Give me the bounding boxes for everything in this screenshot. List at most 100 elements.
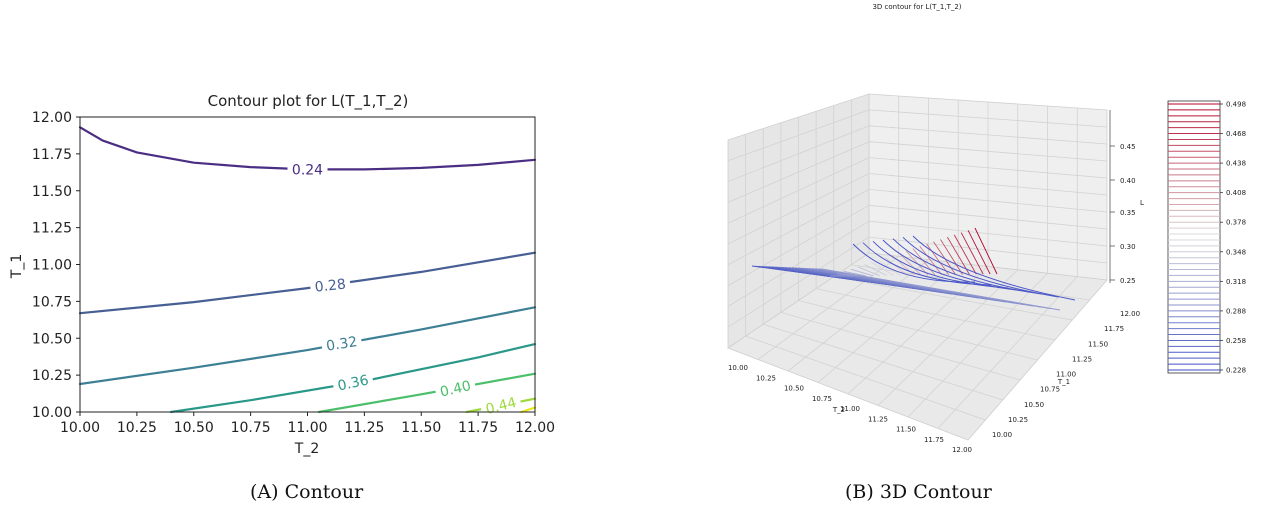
contour3d-line <box>864 264 887 276</box>
contour3d-title: 3D contour for L(T_1,T_2) <box>872 3 961 11</box>
x3d-tick-label: 10.25 <box>756 374 776 382</box>
contour3d-line <box>919 246 943 276</box>
contour3d-line <box>953 234 977 275</box>
contour3d-line <box>850 268 873 277</box>
gridline <box>868 125 1108 145</box>
y-tick-label: 10.50 <box>32 331 72 347</box>
contour-line-edge <box>520 406 537 414</box>
x-tick-label: 10.00 <box>60 420 100 436</box>
contour3d-line <box>857 266 880 277</box>
gridline <box>798 300 1038 361</box>
colorbar-tick-label: 0.408 <box>1226 189 1246 197</box>
contour3d-line <box>852 243 976 283</box>
caption-a: (A) Contour <box>250 481 364 503</box>
gridline <box>868 204 1108 230</box>
contour3d-line <box>878 259 901 276</box>
y3d-tick-label: 10.75 <box>1040 386 1060 394</box>
contour3d-z-ticks: 0.25 0.30 0.35 0.40 0.45 <box>1109 110 1136 285</box>
x3d-tick-label: 10.75 <box>812 395 832 403</box>
contour3d-line <box>940 239 963 275</box>
x-tick-label: 10.25 <box>117 420 157 436</box>
z3d-tick-label: 0.30 <box>1120 243 1136 251</box>
contour-lines <box>78 126 537 414</box>
x-tick-label: 11.75 <box>458 420 498 436</box>
gridline <box>868 173 1108 196</box>
colorbar-tick-label: 0.288 <box>1226 307 1246 315</box>
x-tick-label: 10.50 <box>174 420 214 436</box>
gridline <box>727 173 870 245</box>
y-tick-label: 10.75 <box>32 294 72 310</box>
contour-label: 0.36 <box>336 372 370 394</box>
contour-line-0.24 <box>78 126 537 171</box>
contour-y-ticks: 10.00 10.25 10.50 10.75 11.00 11.25 11.50 11.75… <box>32 110 80 421</box>
y3d-tick-label: 10.50 <box>1024 401 1044 409</box>
contour-label-background <box>287 160 328 179</box>
x3d-tick-label: 11.00 <box>840 405 860 413</box>
x3d-tick-label: 11.50 <box>896 426 916 434</box>
colorbar: 0.498 0.468 0.438 0.408 0.378 0.348 0.318 0.288… <box>1167 100 1246 375</box>
contour-plot-frame <box>79 116 536 413</box>
y3d-tick-label: 11.50 <box>1088 340 1108 348</box>
gridline <box>868 141 1108 162</box>
y3d-tick-label: 10.00 <box>992 431 1012 439</box>
contour-label: 0.24 <box>292 162 323 178</box>
contour3d-line <box>884 257 908 276</box>
contour-title: Contour plot for L(T_1,T_2) <box>208 92 409 111</box>
contour-x-ticks: 10.00 10.25 10.50 10.75 11.00 11.25 11.50 11.75… <box>60 412 555 436</box>
colorbar-tick-label: 0.378 <box>1226 219 1246 227</box>
contour-line-0.28 <box>78 251 537 315</box>
contour3d-y-axis-label: T_1 <box>1057 378 1070 386</box>
z3d-tick-label: 0.40 <box>1120 177 1136 185</box>
gridline <box>868 189 1108 213</box>
colorbar-tick-label: 0.228 <box>1226 367 1246 375</box>
contour-x-axis-label: T_2 <box>294 441 319 457</box>
contour-figure: Contour plot for L(T_1,T_2) 10.00 10.25 10… <box>9 92 555 457</box>
gridline <box>727 125 870 182</box>
contour3d-line <box>967 230 991 275</box>
x3d-tick-label: 10.50 <box>784 385 804 393</box>
contour3d-line <box>905 250 929 276</box>
x-tick-label: 10.75 <box>231 420 271 436</box>
contour3d-floor-pane <box>727 252 1108 441</box>
x3d-tick-label: 11.25 <box>868 415 888 423</box>
gridline <box>727 220 870 307</box>
contour3d-line <box>946 236 970 275</box>
gridline <box>727 189 870 266</box>
contour3d-line <box>960 232 984 275</box>
contour3d-gridlines <box>727 96 1108 429</box>
x3d-tick-label: 11.75 <box>924 436 944 444</box>
y-tick-label: 11.00 <box>32 258 72 274</box>
contour-label-background <box>331 369 375 396</box>
contour3d-line <box>882 239 1026 292</box>
y3d-tick-label: 11.00 <box>1056 371 1076 379</box>
contour-line-0.40 <box>317 372 537 414</box>
y3d-tick-label: 11.75 <box>1104 325 1124 333</box>
x3d-tick-label: 10.00 <box>728 364 748 372</box>
gridline <box>727 109 870 162</box>
contour3d-x-axis-label: T_2 <box>832 406 845 414</box>
x3d-tick-label: 12.00 <box>952 446 972 454</box>
x-tick-label: 11.50 <box>401 420 441 436</box>
contour3d-lines <box>751 227 1076 311</box>
z3d-tick-label: 0.25 <box>1120 277 1136 285</box>
colorbar-frame <box>1167 100 1221 374</box>
gridline <box>868 236 1108 264</box>
x-tick-label: 12.00 <box>515 420 555 436</box>
gridline <box>868 220 1108 247</box>
colorbar-tick-label: 0.438 <box>1226 160 1246 168</box>
contour-label: 0.40 <box>439 378 473 401</box>
y-tick-label: 10.00 <box>32 405 72 421</box>
y3d-tick-label: 10.25 <box>1008 416 1028 424</box>
gridline <box>937 276 1078 429</box>
contour3d-line <box>836 273 859 277</box>
y-tick-label: 12.00 <box>32 110 72 126</box>
y3d-tick-label: 12.00 <box>1120 310 1140 318</box>
contour3d-line <box>974 227 998 275</box>
colorbar-tick-label: 0.258 <box>1226 337 1246 345</box>
colorbar-tick-label: 0.348 <box>1226 248 1246 256</box>
contour3d-line <box>843 270 866 277</box>
contour-line-0.32 <box>78 306 537 386</box>
contour3d-line <box>871 261 894 276</box>
contour3d-line <box>912 235 1076 301</box>
